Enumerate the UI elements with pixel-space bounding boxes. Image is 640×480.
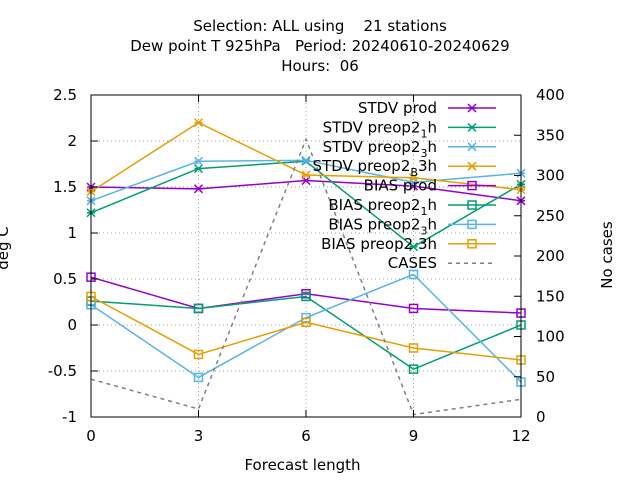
- y-tick-label: 0.5: [53, 270, 77, 288]
- data-point-bias-preop2-3h: [193, 349, 204, 360]
- y-axis-label: deg C: [0, 226, 12, 270]
- legend-label: STDV prod: [358, 99, 437, 117]
- x-tick-label: 12: [511, 427, 530, 445]
- legend-marker: [467, 142, 477, 152]
- x-axis-label: Forecast length: [244, 456, 361, 474]
- y2-tick-label: 200: [536, 247, 565, 265]
- data-point-bias-preop2-3h: [408, 269, 419, 280]
- data-point-stdv-preop2-b3h: [193, 118, 204, 128]
- y2-tick-label: 50: [536, 368, 555, 386]
- x-tick-label: 3: [194, 427, 204, 445]
- y-tick-label: -0.5: [48, 362, 77, 380]
- legend-marker: [467, 122, 477, 132]
- x-tick-label: 9: [409, 427, 419, 445]
- chart-title-line-1: Selection: ALL using 21 stations: [193, 17, 447, 35]
- legend-marker: [467, 219, 477, 230]
- y-tick-label: -1: [62, 408, 77, 426]
- axis-ticks: 0 3 6 9 12 -1 -0.5 0 0.5 1 1.5 2 2.5 0 50 100 150 200 250 3…: [48, 86, 565, 445]
- y-tick-label: 1: [67, 224, 77, 242]
- legend-marker: [467, 239, 477, 249]
- x-tick-label: 6: [301, 427, 311, 445]
- legend-marker: [467, 161, 477, 171]
- legend-label: STDV preop21h: [323, 118, 437, 140]
- series-line-bias-preop2-1h-5: [90, 295, 522, 371]
- y2-tick-label: 400: [536, 86, 565, 104]
- y2-axis-label: No cases: [598, 221, 616, 289]
- chart-title-line-3: Hours: 06: [281, 57, 359, 75]
- series-line-bias-preop2-3h-6: [90, 273, 522, 383]
- y-tick-label: 1.5: [53, 178, 77, 196]
- y-tick-label: 2.5: [53, 86, 77, 104]
- data-point-bias-prod: [408, 303, 419, 314]
- legend-label: BIAS preop2 3h: [321, 235, 437, 253]
- series-line-bias-preop2-3h-7: [90, 295, 522, 361]
- series-line-cases-8: [90, 137, 522, 416]
- legend-label: STDV preop23h: [323, 138, 437, 160]
- y2-tick-label: 150: [536, 287, 565, 305]
- y2-tick-label: 0: [536, 408, 546, 426]
- legend-marker: [467, 200, 477, 210]
- y2-tick-label: 350: [536, 126, 565, 144]
- legend-marker: [467, 103, 477, 113]
- data-point-stdv-prod: [193, 184, 204, 194]
- data-point-bias-preop2-1h: [408, 364, 419, 374]
- legend-label: BIAS preop21h: [328, 196, 437, 218]
- legend-label: BIAS prod: [364, 177, 437, 195]
- data-point-stdv-preop2-1h: [408, 242, 419, 252]
- data-point-bias-preop2-3h: [193, 372, 204, 383]
- legend-label: BIAS preop23h: [328, 215, 437, 237]
- data-point-stdv-preop2-b3h: [408, 173, 419, 183]
- data-point-bias-preop2-3h: [301, 317, 311, 327]
- chart-title-line-2: Dew point T 925hPa Period: 20240610-2024…: [130, 37, 510, 55]
- data-point-stdv-preop2-3h: [193, 156, 204, 166]
- data-point-bias-preop2-1h: [193, 303, 204, 314]
- legend-label: CASES: [388, 254, 437, 272]
- legend-label: STDV preop2B3h: [313, 157, 437, 179]
- data-point-stdv-preop2-b3h: [301, 170, 311, 180]
- y-tick-label: 0: [67, 316, 77, 334]
- grid-lines: [91, 95, 521, 417]
- y-tick-label: 2: [67, 132, 77, 150]
- y2-tick-label: 100: [536, 328, 565, 346]
- y2-tick-label: 300: [536, 167, 565, 185]
- y2-tick-label: 250: [536, 207, 565, 225]
- data-point-stdv-preop2-3h: [301, 155, 311, 165]
- legend-marker: [467, 180, 477, 191]
- data-point-bias-preop2-3h: [408, 343, 419, 353]
- x-tick-label: 0: [86, 427, 96, 445]
- data-point-bias-preop2-1h: [301, 291, 311, 302]
- series-lines: [86, 118, 526, 416]
- data-point-stdv-preop2-1h: [193, 164, 204, 174]
